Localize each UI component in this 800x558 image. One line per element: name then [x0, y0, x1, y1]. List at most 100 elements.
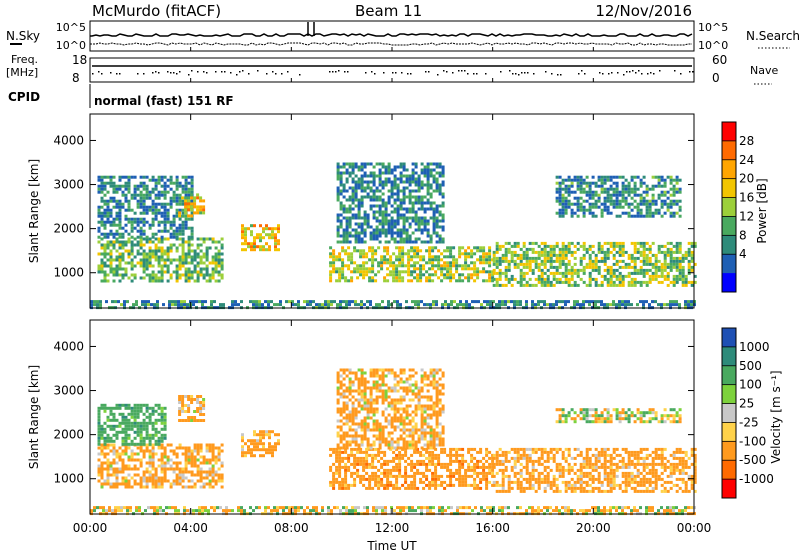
- echo-cell: [379, 384, 382, 387]
- echo-cell: [395, 246, 398, 249]
- echo-cell: [601, 191, 604, 194]
- echo-cell: [125, 416, 128, 419]
- nave-dot: [692, 71, 694, 73]
- echo-cell: [116, 218, 119, 221]
- echo-cell: [364, 387, 367, 390]
- echo-cell: [385, 235, 388, 238]
- echo-cell: [349, 393, 352, 396]
- echo-cell: [598, 251, 601, 254]
- echo-cell: [461, 246, 464, 249]
- echo-cell: [167, 230, 170, 233]
- echo-cell: [434, 457, 437, 460]
- echo-cell: [559, 272, 562, 275]
- echo-cell: [264, 300, 267, 303]
- echo-cell: [125, 477, 128, 480]
- echo-cell: [107, 440, 110, 443]
- echo-cell: [486, 303, 489, 306]
- echo-cell: [619, 200, 622, 203]
- echo-cell: [367, 411, 370, 414]
- echo-cell: [110, 250, 113, 253]
- echo-cell: [400, 163, 403, 166]
- echo-cell: [577, 242, 580, 245]
- echo-cell: [158, 465, 161, 468]
- echo-cell: [327, 303, 330, 306]
- echo-cell: [182, 253, 185, 256]
- echo-cell: [634, 206, 637, 209]
- echo-cell: [104, 274, 107, 277]
- echo-cell: [98, 253, 101, 256]
- echo-cell: [247, 242, 250, 245]
- echo-cell: [595, 254, 598, 257]
- colorbar-segment: [722, 235, 736, 254]
- echo-cell: [562, 257, 565, 260]
- echo-cell: [107, 425, 110, 428]
- echo-cell: [664, 200, 667, 203]
- echo-cell: [442, 202, 445, 205]
- echo-cell: [167, 280, 170, 283]
- echo-cell: [404, 481, 407, 484]
- echo-cell: [559, 263, 562, 266]
- echo-cell: [193, 416, 196, 419]
- echo-cell: [271, 236, 274, 239]
- echo-cell: [470, 460, 473, 463]
- echo-cell: [544, 272, 547, 275]
- echo-cell: [404, 270, 407, 273]
- freq-label: Freq.: [11, 53, 38, 66]
- echo-cell: [110, 230, 113, 233]
- echo-cell: [379, 378, 382, 381]
- echo-cell: [137, 459, 140, 462]
- echo-cell: [476, 484, 479, 487]
- echo-cell: [155, 453, 158, 456]
- echo-cell: [146, 262, 149, 265]
- echo-cell: [370, 408, 373, 411]
- echo-cell: [128, 468, 131, 471]
- echo-cell: [691, 242, 694, 245]
- echo-cell: [658, 194, 661, 197]
- echo-cell: [389, 273, 392, 276]
- echo-cell: [181, 395, 184, 398]
- echo-cell: [382, 441, 385, 444]
- echo-cell: [412, 172, 415, 175]
- echo-cell: [403, 232, 406, 235]
- echo-cell: [643, 200, 646, 203]
- echo-cell: [188, 218, 191, 221]
- echo-cell: [332, 463, 335, 466]
- echo-cell: [191, 227, 194, 230]
- echo-cell: [241, 224, 244, 227]
- echo-cell: [98, 407, 101, 410]
- echo-cell: [187, 199, 190, 202]
- echo-cell: [607, 284, 610, 287]
- echo-cell: [184, 410, 187, 413]
- echo-cell: [523, 266, 526, 269]
- echo-cell: [634, 185, 637, 188]
- echo-cell: [149, 256, 152, 259]
- echo-cell: [682, 272, 685, 275]
- echo-cell: [443, 267, 446, 270]
- echo-cell: [176, 277, 179, 280]
- echo-cell: [107, 203, 110, 206]
- echo-cell: [583, 281, 586, 284]
- echo-cell: [122, 274, 125, 277]
- echo-cell: [479, 270, 482, 273]
- echo-cell: [362, 273, 365, 276]
- nsky-label: N.Sky: [6, 29, 40, 43]
- echo-cell: [679, 257, 682, 260]
- echo-cell: [532, 284, 535, 287]
- echo-cell: [178, 410, 181, 413]
- echo-cell: [493, 260, 496, 263]
- echo-cell: [446, 463, 449, 466]
- echo-cell: [98, 271, 101, 274]
- echo-cell: [583, 212, 586, 215]
- echo-cell: [544, 248, 547, 251]
- echo-cell: [406, 241, 409, 244]
- echo-cell: [185, 176, 188, 179]
- echo-cell: [568, 242, 571, 245]
- echo-cell: [556, 197, 559, 200]
- echo-cell: [407, 475, 410, 478]
- echo-cell: [691, 266, 694, 269]
- echo-cell: [444, 300, 447, 303]
- echo-cell: [479, 258, 482, 261]
- nave-dot: [581, 70, 583, 72]
- echo-cell: [143, 456, 146, 459]
- echo-cell: [329, 484, 332, 487]
